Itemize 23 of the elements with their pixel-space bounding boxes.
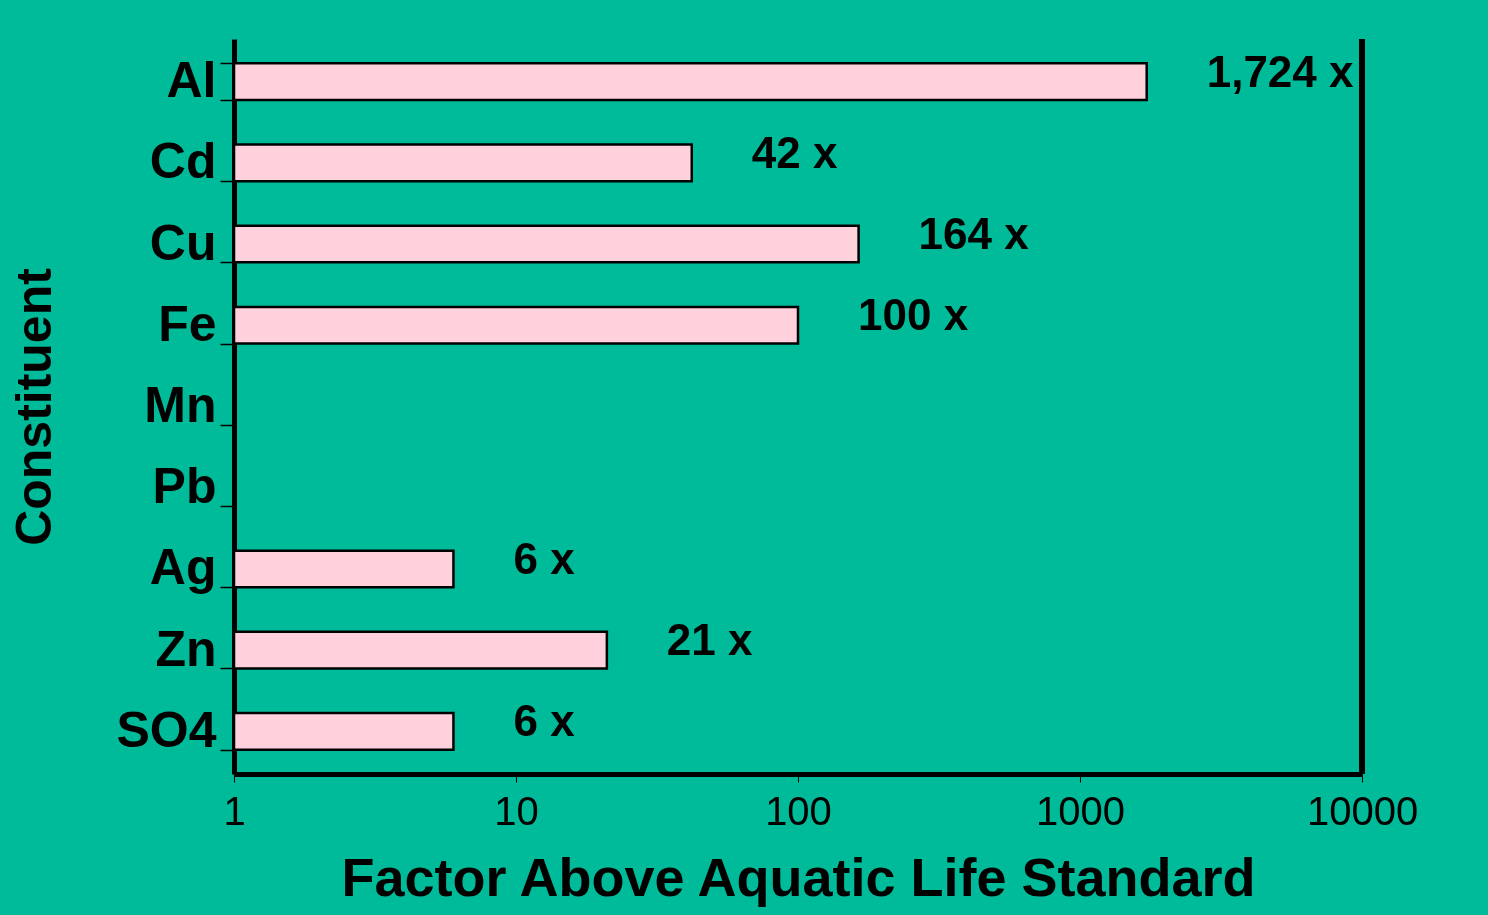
y-tick-label: Cu	[149, 214, 217, 271]
y-tick-label: Ag	[149, 539, 217, 596]
data-label: 6 x	[513, 533, 576, 583]
y-tick-label: Al	[166, 52, 217, 109]
y-tick-label: Fe	[158, 295, 217, 352]
y-tick-label: Cd	[149, 133, 217, 190]
x-tick-label: 1	[223, 788, 246, 833]
y-tick-label: Zn	[155, 620, 217, 677]
x-tick-label: 10000	[1306, 788, 1419, 833]
y-tick-label: Mn	[144, 377, 217, 433]
data-label: 1,724 x	[1206, 46, 1355, 96]
data-label: 42 x	[751, 127, 838, 177]
y-tick-label: Pb	[152, 458, 217, 515]
data-label: 21 x	[666, 615, 754, 665]
y-axis-title: Constituent	[6, 267, 63, 546]
data-label: 100 x	[858, 290, 969, 340]
y-tick-label: SO4	[116, 701, 217, 758]
data-label: 164 x	[918, 209, 1030, 259]
x-tick-label: 1000	[1036, 788, 1125, 833]
x-tick-label: 100	[765, 788, 832, 833]
x-tick-label: 10	[494, 788, 539, 833]
x-axis-title: Factor Above Aquatic Life Standard	[341, 846, 1256, 907]
data-label: 6 x	[513, 696, 576, 746]
